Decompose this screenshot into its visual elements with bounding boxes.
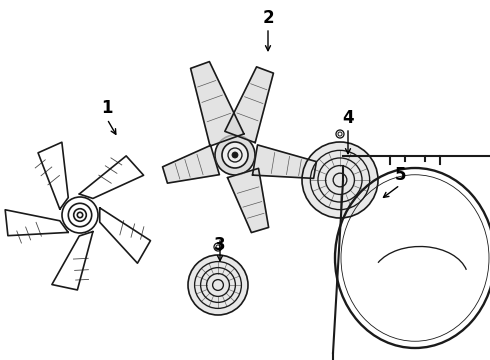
Text: 2: 2 xyxy=(262,9,274,27)
Text: 3: 3 xyxy=(214,236,226,254)
Text: 4: 4 xyxy=(342,109,354,127)
Text: 5: 5 xyxy=(394,166,406,184)
Polygon shape xyxy=(163,145,220,183)
Polygon shape xyxy=(227,168,269,233)
Circle shape xyxy=(215,135,255,175)
Text: 1: 1 xyxy=(101,99,113,117)
Circle shape xyxy=(188,255,248,315)
Polygon shape xyxy=(191,62,244,146)
Circle shape xyxy=(232,152,238,158)
Circle shape xyxy=(302,142,378,218)
Polygon shape xyxy=(252,145,317,179)
Circle shape xyxy=(222,142,248,168)
Polygon shape xyxy=(225,67,273,143)
